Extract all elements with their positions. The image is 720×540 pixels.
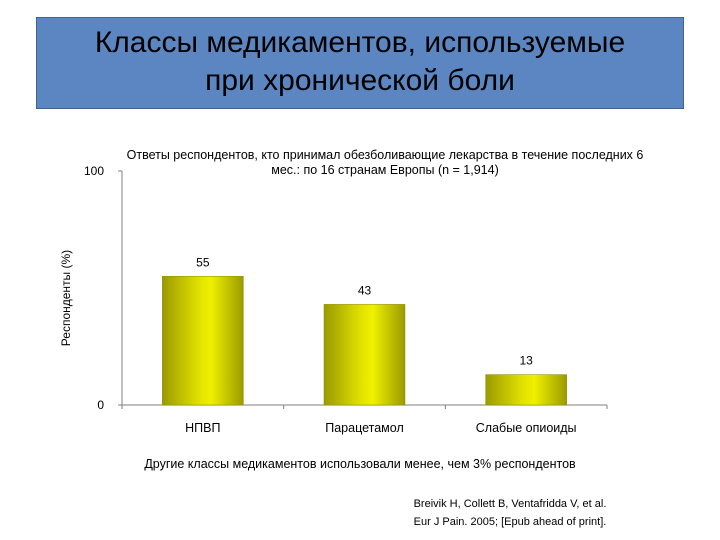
source-line-2: Eur J Pain. 2005; [Epub ahead of print]. <box>413 516 607 528</box>
chart-subtitle: Ответы респондентов, кто принимал обезбо… <box>126 148 644 177</box>
source-line-1: Breivik H, Collett B, Ventafridda V, et … <box>413 498 607 510</box>
bar-value-label: 13 <box>519 354 533 368</box>
bar <box>485 374 567 406</box>
bar <box>323 304 406 406</box>
bar-value-label: 43 <box>358 283 372 297</box>
bar <box>162 276 244 406</box>
x-tick-label: НПВП <box>185 421 220 435</box>
x-tick-label: Парацетамол <box>325 421 404 435</box>
x-tick-label: Слабые опиоиды <box>476 421 577 435</box>
y-tick-label: 0 <box>97 398 104 412</box>
title-banner: Классы медикаментов, используемые при хр… <box>36 17 684 109</box>
slide-title: Классы медикаментов, используемые при хр… <box>94 26 626 97</box>
footnote: Другие классы медикаментов использовали … <box>144 457 576 471</box>
y-tick-label: 100 <box>84 164 104 178</box>
source-citation: Breivik H, Collett B, Ventafridda V, et … <box>380 495 640 531</box>
bar-value-label: 55 <box>196 255 210 269</box>
